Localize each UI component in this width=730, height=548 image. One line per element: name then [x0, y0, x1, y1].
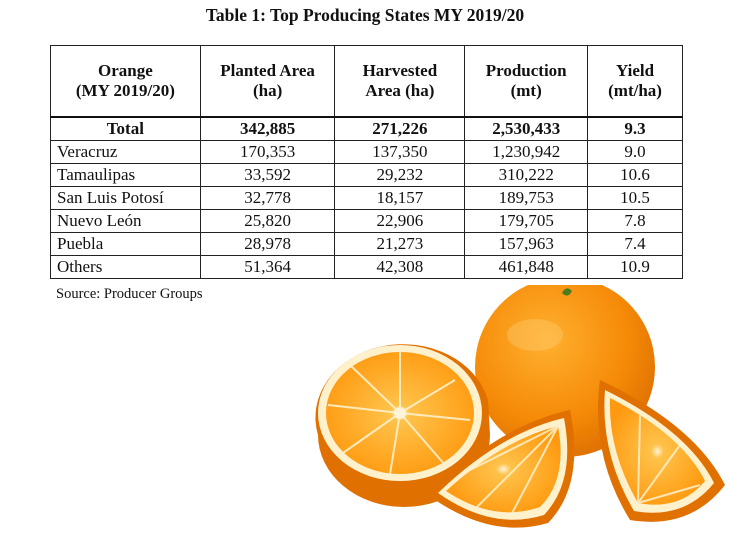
planted-area-cell: 51,364 — [199, 255, 336, 279]
stem-icon — [562, 288, 572, 296]
production-table: Orange (MY 2019/20) Planted Area (ha) Ha… — [50, 45, 683, 279]
yield-cell: 10.5 — [587, 186, 683, 210]
yield-cell: 10.6 — [587, 163, 683, 187]
harvested-area-cell: 137,350 — [334, 140, 466, 164]
planted-area-cell: 28,978 — [199, 232, 336, 256]
table-row: Nuevo León 25,820 22,906 179,705 7.8 — [50, 209, 683, 233]
planted-area-cell: 170,353 — [199, 140, 336, 164]
harvested-area-cell: 18,157 — [334, 186, 466, 210]
total-planted-area: 342,885 — [199, 116, 336, 141]
total-harvested-area: 271,226 — [334, 116, 466, 141]
total-row: Total 342,885 271,226 2,530,433 9.3 — [50, 116, 683, 141]
production-cell: 310,222 — [464, 163, 589, 187]
header-orange: Orange (MY 2019/20) — [50, 45, 201, 118]
orange-wedge — [598, 380, 725, 522]
production-cell: 157,963 — [464, 232, 589, 256]
state-name: Puebla — [50, 232, 201, 256]
table-row: San Luis Potosí 32,778 18,157 189,753 10… — [50, 186, 683, 210]
yield-cell: 10.9 — [587, 255, 683, 279]
total-production: 2,530,433 — [464, 116, 589, 141]
planted-area-cell: 32,778 — [199, 186, 336, 210]
production-cell: 1,230,942 — [464, 140, 589, 164]
header-harvested-area: Harvested Area (ha) — [334, 45, 466, 118]
state-name: Veracruz — [50, 140, 201, 164]
table-row: Tamaulipas 33,592 29,232 310,222 10.6 — [50, 163, 683, 187]
table-row: Others 51,364 42,308 461,848 10.9 — [50, 255, 683, 279]
harvested-area-cell: 42,308 — [334, 255, 466, 279]
half-orange — [315, 344, 490, 507]
total-label: Total — [50, 116, 201, 141]
state-name: San Luis Potosí — [50, 186, 201, 210]
harvested-area-cell: 29,232 — [334, 163, 466, 187]
state-name: Nuevo León — [50, 209, 201, 233]
header-row: Orange (MY 2019/20) Planted Area (ha) Ha… — [50, 45, 683, 118]
yield-cell: 7.8 — [587, 209, 683, 233]
production-cell: 189,753 — [464, 186, 589, 210]
production-cell: 179,705 — [464, 209, 589, 233]
orange-wedge — [428, 410, 575, 528]
table-row: Veracruz 170,353 137,350 1,230,942 9.0 — [50, 140, 683, 164]
table-row: Puebla 28,978 21,273 157,963 7.4 — [50, 232, 683, 256]
harvested-area-cell: 21,273 — [334, 232, 466, 256]
yield-cell: 7.4 — [587, 232, 683, 256]
yield-cell: 9.0 — [587, 140, 683, 164]
state-name: Others — [50, 255, 201, 279]
planted-area-cell: 33,592 — [199, 163, 336, 187]
planted-area-cell: 25,820 — [199, 209, 336, 233]
orange-fruit-icon — [315, 285, 725, 528]
header-yield: Yield (mt/ha) — [587, 45, 683, 118]
source-note: Source: Producer Groups — [56, 286, 203, 302]
total-yield: 9.3 — [587, 116, 683, 141]
header-production: Production (mt) — [464, 45, 589, 118]
harvested-area-cell: 22,906 — [334, 209, 466, 233]
table-title: Table 1: Top Producing States MY 2019/20 — [205, 5, 525, 25]
header-planted-area: Planted Area (ha) — [199, 45, 336, 118]
state-name: Tamaulipas — [50, 163, 201, 187]
production-cell: 461,848 — [464, 255, 589, 279]
